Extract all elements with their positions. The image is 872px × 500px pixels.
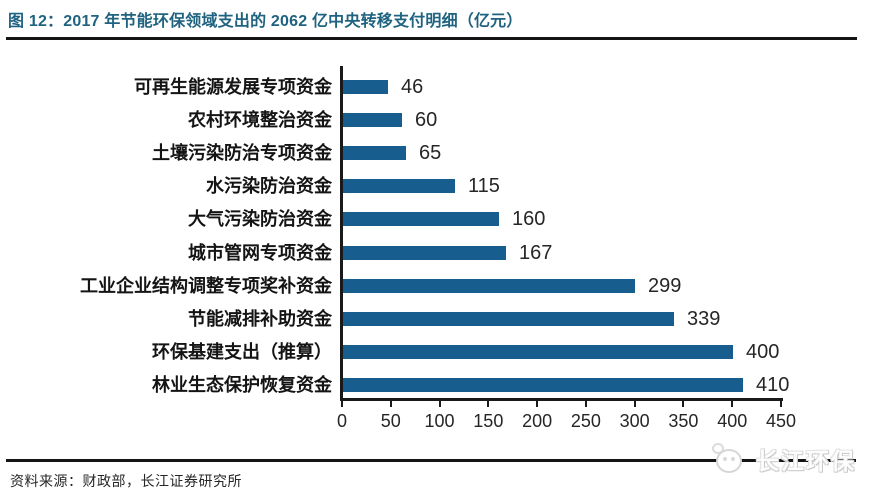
category-label: 环保基建支出（推算） (152, 342, 332, 363)
bar (343, 179, 455, 194)
x-axis-tick-label: 300 (619, 411, 650, 431)
x-axis-tick-label: 0 (336, 411, 347, 431)
figure-title: 图 12：2017 年节能环保领域支出的 2062 亿中央转移支付明细（亿元） (8, 13, 523, 30)
bar (343, 79, 388, 94)
x-axis-line (340, 398, 783, 401)
value-label: 46 (401, 75, 424, 98)
x-axis-tick (731, 400, 734, 407)
x-axis-tick-label: 400 (717, 411, 748, 431)
x-axis-tick-label: 450 (765, 411, 797, 431)
panda-logo-icon (712, 443, 746, 475)
category-label: 大气污染防治资金 (188, 209, 332, 230)
bar-chart: 可再生能源发展专项资金 46 农村环境整治资金 60 土壤污染防治专项资金 65 水污染防治… (80, 66, 797, 431)
y-axis-line (340, 66, 343, 400)
bar (343, 345, 733, 360)
bar (343, 145, 406, 160)
bar (343, 112, 402, 127)
value-label: 410 (756, 374, 790, 397)
x-axis-tick (633, 400, 636, 407)
bar (343, 212, 499, 227)
x-axis-tick-label: 250 (570, 411, 601, 431)
bar (343, 378, 743, 393)
value-label: 65 (419, 141, 442, 164)
brand-name: 长江环保 (756, 448, 856, 474)
x-axis-tick (536, 400, 539, 407)
category-label: 土壤污染防治专项资金 (152, 142, 332, 163)
value-label: 167 (519, 241, 553, 264)
value-label: 400 (746, 341, 780, 364)
x-axis-tick (487, 400, 490, 407)
x-axis-tick (438, 400, 441, 407)
category-label: 可再生能源发展专项资金 (134, 76, 332, 97)
category-label: 城市管网专项资金 (188, 242, 332, 263)
title-divider (6, 37, 857, 40)
category-label: 水污染防治资金 (206, 176, 332, 197)
x-axis-tick-label: 150 (473, 411, 504, 431)
category-label: 林业生态保护恢复资金 (152, 375, 332, 396)
x-axis-tick (780, 400, 782, 407)
x-axis-tick (341, 400, 343, 407)
bar (343, 311, 674, 326)
x-axis-tick (389, 400, 392, 407)
source-note: 资料来源：财政部，长江证券研究所 (10, 473, 242, 489)
x-axis-tick (584, 400, 587, 407)
brand-watermark: 长江环保 (712, 442, 856, 476)
value-label: 60 (415, 108, 438, 131)
footer-divider (6, 459, 856, 462)
bar (343, 245, 506, 260)
x-axis-tick-label: 200 (522, 411, 553, 431)
category-label: 工业企业结构调整专项奖补资金 (80, 275, 332, 296)
value-label: 115 (468, 175, 500, 198)
value-label: 299 (648, 274, 682, 297)
category-label: 节能减排补助资金 (188, 308, 332, 329)
bar (343, 278, 635, 293)
x-axis-tick-label: 350 (668, 411, 699, 431)
x-axis-tick (682, 400, 685, 407)
category-label: 农村环境整治资金 (188, 109, 332, 130)
x-axis-tick-label: 50 (380, 411, 401, 431)
value-label: 339 (687, 307, 721, 330)
value-label: 160 (512, 208, 546, 231)
x-axis-tick-label: 100 (424, 411, 455, 431)
